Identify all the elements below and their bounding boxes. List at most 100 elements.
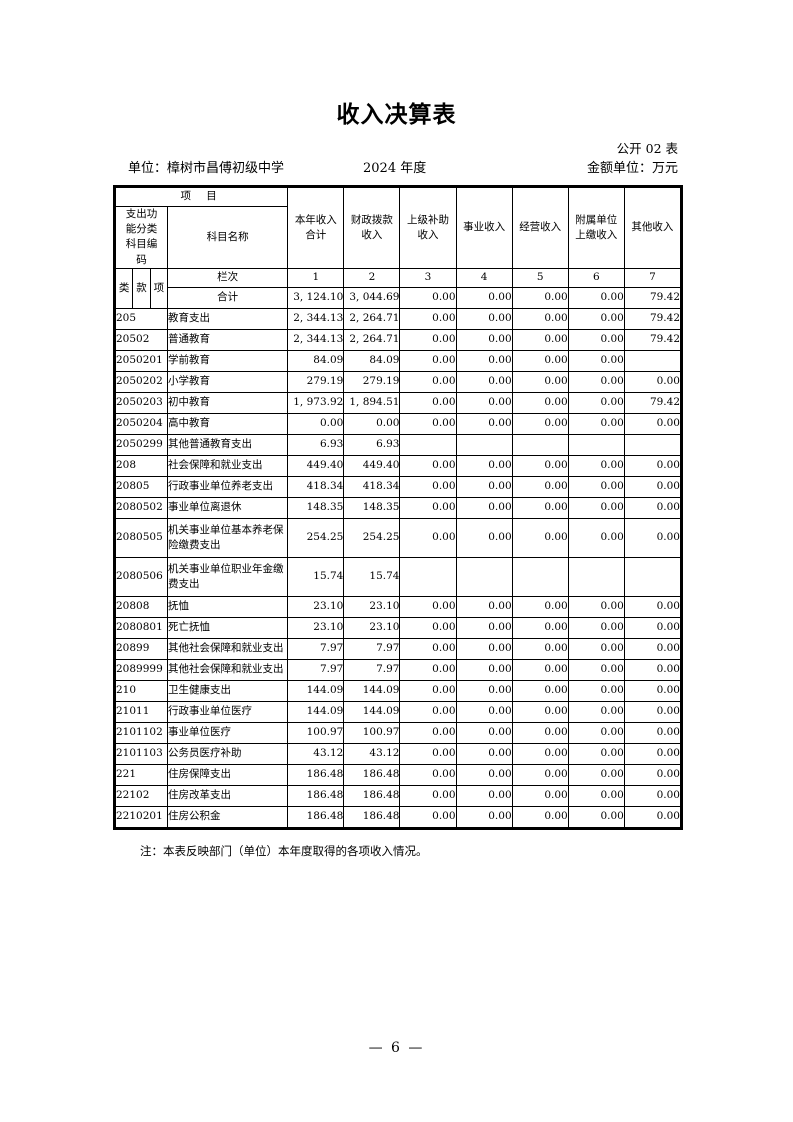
row-value: 0.00 xyxy=(567,517,625,558)
row-value: 0.00 xyxy=(455,721,513,744)
row-value: 0.00 xyxy=(455,658,513,681)
row-value: 0.00 xyxy=(623,763,682,786)
row-value: 0.00 xyxy=(623,679,682,702)
row-value: 0.00 xyxy=(567,721,625,744)
row-value: 79.42 xyxy=(623,391,682,414)
row-value: 0.00 xyxy=(455,595,513,618)
col-header-subject-name: 科目名称 xyxy=(167,206,289,269)
row-code: 2050202 xyxy=(114,370,169,393)
row-subject-name: 教育支出 xyxy=(167,307,289,330)
grand-total-value: 0.00 xyxy=(455,286,513,309)
row-value: 186.48 xyxy=(343,805,401,828)
row-value: 0.00 xyxy=(399,496,457,519)
row-value xyxy=(399,433,457,456)
grand-total-value: 79.42 xyxy=(623,286,682,309)
row-value: 0.00 xyxy=(567,742,625,765)
row-value: 6.93 xyxy=(343,433,401,456)
row-value: 0.00 xyxy=(455,454,513,477)
row-value: 23.10 xyxy=(343,616,401,639)
row-value: 0.00 xyxy=(511,700,569,723)
row-value: 0.00 xyxy=(455,475,513,498)
row-value: 7.97 xyxy=(287,637,345,660)
row-value xyxy=(511,433,569,456)
row-value: 0.00 xyxy=(455,391,513,414)
row-subject-name: 事业单位离退休 xyxy=(167,496,289,519)
page-number: — 6 — xyxy=(368,1040,425,1056)
row-value xyxy=(623,433,682,456)
row-value: 148.35 xyxy=(343,496,401,519)
row-value: 100.97 xyxy=(287,721,345,744)
row-code: 2080502 xyxy=(114,496,169,519)
table-row: 210 卫生健康支出 144.09 144.09 0.00 0.00 0.00 0.00 0.0… xyxy=(114,679,682,702)
row-value: 0.00 xyxy=(511,412,569,435)
row-value: 0.00 xyxy=(567,616,625,639)
row-value: 0.00 xyxy=(399,412,457,435)
row-value: 186.48 xyxy=(343,763,401,786)
row-subject-name: 事业单位医疗 xyxy=(167,721,289,744)
table-row: 2080506 机关事业单位职业年金缴费支出 15.74 15.74 xyxy=(114,556,682,597)
row-value: 0.00 xyxy=(399,700,457,723)
row-value: 449.40 xyxy=(343,454,401,477)
fiscal-year: 2024 年度 xyxy=(363,161,427,176)
table-row: 2050299 其他普通教育支出 6.93 6.93 xyxy=(114,433,682,456)
row-subject-name: 行政事业单位养老支出 xyxy=(167,475,289,498)
row-value: 0.00 xyxy=(399,475,457,498)
row-code: 2080506 xyxy=(114,556,169,597)
row-value: 0.00 xyxy=(623,517,682,558)
row-value: 254.25 xyxy=(287,517,345,558)
table-row: 2080801 死亡抚恤 23.10 23.10 0.00 0.00 0.00 0.00 0.0… xyxy=(114,616,682,639)
row-value: 144.09 xyxy=(287,679,345,702)
row-value: 0.00 xyxy=(623,784,682,807)
expenditure-code-group-header: 支出功 能分类 科目编 码 xyxy=(114,206,169,269)
row-value: 0.00 xyxy=(511,763,569,786)
row-code: 221 xyxy=(114,763,169,786)
table-row: 2050201 学前教育 84.09 84.09 0.00 0.00 0.00 0.00 xyxy=(114,349,682,372)
row-value: 0.00 xyxy=(455,805,513,828)
row-value: 0.00 xyxy=(511,679,569,702)
table-row: 2101103 公务员医疗补助 43.12 43.12 0.00 0.00 0.00 0.00… xyxy=(114,742,682,765)
row-value: 0.00 xyxy=(455,700,513,723)
row-code: 2080801 xyxy=(114,616,169,639)
row-value: 449.40 xyxy=(287,454,345,477)
col-number-1: 1 xyxy=(287,267,345,288)
row-value: 0.00 xyxy=(623,370,682,393)
row-value: 7.97 xyxy=(343,658,401,681)
row-value: 0.00 xyxy=(399,595,457,618)
col-number-4: 4 xyxy=(455,267,513,288)
row-value xyxy=(623,349,682,372)
row-subject-name: 其他社会保障和就业支出 xyxy=(167,658,289,681)
header-row-column-numbers: 类 款 项 栏次 1 2 3 4 5 6 7 xyxy=(114,267,682,309)
unit-label: 单位：樟树市昌傅初级中学 xyxy=(128,161,285,176)
page-title: 收入决算表 xyxy=(336,102,457,128)
row-value: 0.00 xyxy=(399,763,457,786)
row-code: 2210201 xyxy=(114,805,169,828)
row-value: 0.00 xyxy=(567,700,625,723)
row-subject-name: 住房公积金 xyxy=(167,805,289,828)
row-value: 7.97 xyxy=(287,658,345,681)
row-value: 6.93 xyxy=(287,433,345,456)
table-note: 注：本表反映部门（单位）本年度取得的各项收入情况。 xyxy=(140,844,428,858)
item-group-header: 项 目 xyxy=(114,187,289,207)
row-value xyxy=(455,556,513,597)
row-value: 0.00 xyxy=(511,307,569,330)
row-code: 2080505 xyxy=(114,517,169,558)
row-value: 0.00 xyxy=(399,370,457,393)
row-value: 0.00 xyxy=(455,616,513,639)
row-value: 0.00 xyxy=(399,679,457,702)
row-subject-name: 公务员医疗补助 xyxy=(167,742,289,765)
row-code: 21011 xyxy=(114,700,169,723)
row-value: 23.10 xyxy=(287,616,345,639)
row-value xyxy=(455,433,513,456)
table-row: 2050203 初中教育 1, 973.92 1, 894.51 0.00 0.00 0.0… xyxy=(114,391,682,414)
row-subject-name: 其他普通教育支出 xyxy=(167,433,289,456)
row-value: 0.00 xyxy=(623,658,682,681)
row-value: 79.42 xyxy=(623,307,682,330)
col-header-subordinate-remittance: 附属单位 上缴收入 xyxy=(567,187,625,269)
grand-total-label: 合计 xyxy=(167,286,289,309)
row-value: 0.00 xyxy=(623,637,682,660)
grand-total-value: 0.00 xyxy=(567,286,625,309)
row-value: 144.09 xyxy=(287,700,345,723)
row-value: 0.00 xyxy=(399,391,457,414)
row-subject-name: 小学教育 xyxy=(167,370,289,393)
